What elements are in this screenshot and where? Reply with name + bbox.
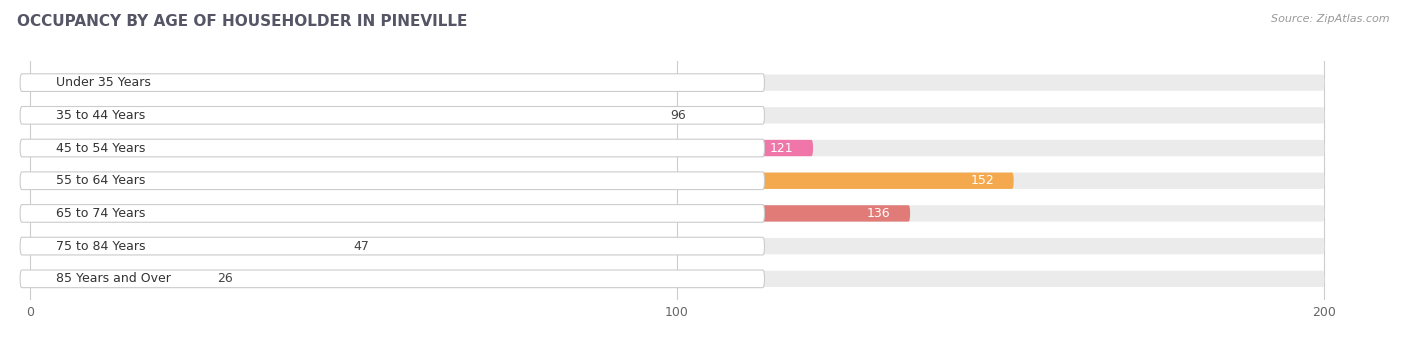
Text: 55 to 64 Years: 55 to 64 Years bbox=[56, 174, 145, 187]
FancyBboxPatch shape bbox=[20, 106, 765, 124]
FancyBboxPatch shape bbox=[30, 173, 1324, 189]
Text: 75 to 84 Years: 75 to 84 Years bbox=[56, 240, 145, 253]
Text: 96: 96 bbox=[671, 109, 686, 122]
Text: 121: 121 bbox=[770, 142, 793, 154]
FancyBboxPatch shape bbox=[30, 74, 1324, 91]
FancyBboxPatch shape bbox=[30, 271, 198, 287]
FancyBboxPatch shape bbox=[30, 205, 910, 222]
Text: 47: 47 bbox=[353, 240, 370, 253]
FancyBboxPatch shape bbox=[20, 205, 765, 222]
Text: OCCUPANCY BY AGE OF HOUSEHOLDER IN PINEVILLE: OCCUPANCY BY AGE OF HOUSEHOLDER IN PINEV… bbox=[17, 14, 467, 29]
Text: 45 to 54 Years: 45 to 54 Years bbox=[56, 142, 145, 154]
Text: 85 Years and Over: 85 Years and Over bbox=[56, 272, 170, 285]
FancyBboxPatch shape bbox=[30, 173, 1014, 189]
FancyBboxPatch shape bbox=[20, 74, 765, 91]
FancyBboxPatch shape bbox=[30, 271, 1324, 287]
Text: 35 to 44 Years: 35 to 44 Years bbox=[56, 109, 145, 122]
FancyBboxPatch shape bbox=[30, 238, 1324, 254]
FancyBboxPatch shape bbox=[20, 237, 765, 255]
Text: Under 35 Years: Under 35 Years bbox=[56, 76, 150, 89]
Text: 110: 110 bbox=[699, 76, 723, 89]
FancyBboxPatch shape bbox=[20, 172, 765, 190]
Text: 65 to 74 Years: 65 to 74 Years bbox=[56, 207, 145, 220]
FancyBboxPatch shape bbox=[30, 140, 1324, 156]
FancyBboxPatch shape bbox=[30, 107, 1324, 123]
FancyBboxPatch shape bbox=[30, 74, 742, 91]
Text: 136: 136 bbox=[868, 207, 891, 220]
Text: 26: 26 bbox=[218, 272, 233, 285]
FancyBboxPatch shape bbox=[20, 270, 765, 288]
FancyBboxPatch shape bbox=[30, 238, 335, 254]
FancyBboxPatch shape bbox=[30, 107, 651, 123]
FancyBboxPatch shape bbox=[20, 139, 765, 157]
Text: 152: 152 bbox=[970, 174, 994, 187]
FancyBboxPatch shape bbox=[30, 140, 813, 156]
FancyBboxPatch shape bbox=[30, 205, 1324, 222]
Text: Source: ZipAtlas.com: Source: ZipAtlas.com bbox=[1271, 14, 1389, 24]
